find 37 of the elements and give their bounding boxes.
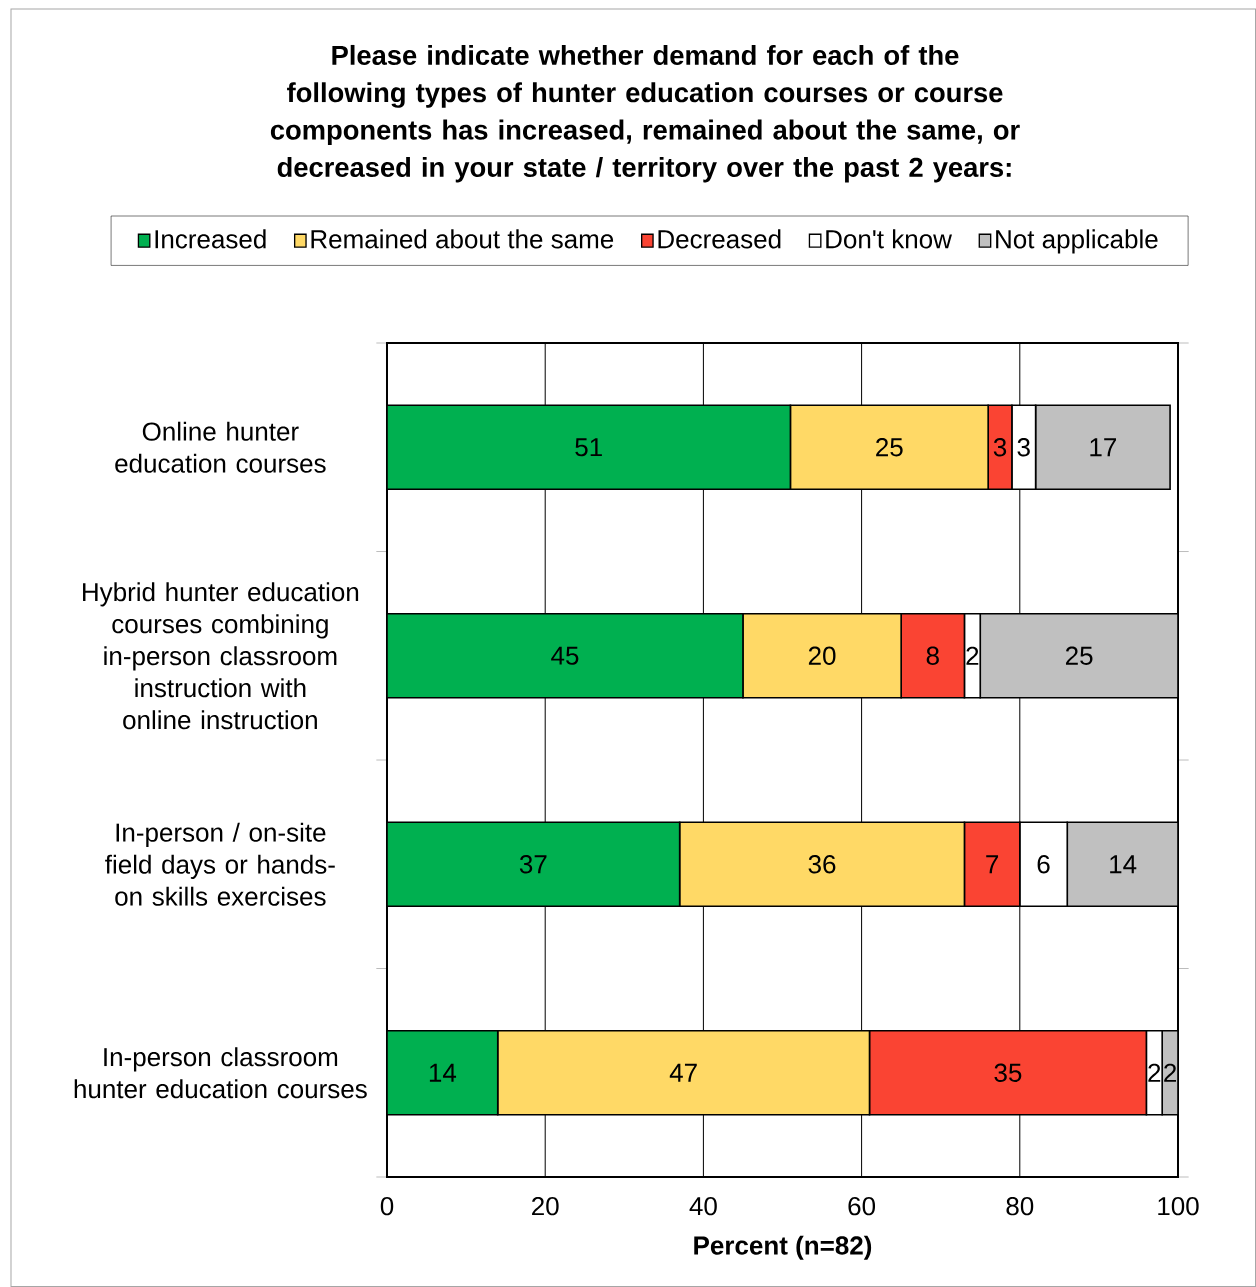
data-label: 2 xyxy=(1148,1063,1161,1082)
data-label: 36 xyxy=(808,855,836,874)
data-label: 17 xyxy=(1090,438,1117,457)
x-axis-title: Percent (n=82) xyxy=(694,1235,872,1260)
x-tick-label: 20 xyxy=(532,1196,559,1216)
legend-label: Remained about the same xyxy=(311,229,614,249)
chart-title: Please indicate whether demand for each of the following types of hunter education courses or course components has increased, remained about the same, or decreased in your state / territory over the past 2 years: xyxy=(270,44,1020,183)
data-label: 7 xyxy=(986,855,999,874)
x-tick-label: 0 xyxy=(380,1196,394,1216)
data-label: 14 xyxy=(1110,855,1137,874)
legend-label: Not applicable xyxy=(996,229,1158,254)
y-tick-label: Hybrid hunter education courses combining in-person classroom instruction with online instruction xyxy=(83,582,359,730)
data-label: 51 xyxy=(575,438,602,457)
x-tick-label: 60 xyxy=(848,1196,876,1216)
y-tick-label: In-person classroom hunter education courses xyxy=(74,1047,367,1099)
data-label: 47 xyxy=(669,1063,697,1082)
data-label: 6 xyxy=(1037,855,1050,874)
data-label: 3 xyxy=(1017,438,1030,457)
data-label: 20 xyxy=(808,646,836,665)
legend-label: Decreased xyxy=(658,229,781,249)
data-label: 37 xyxy=(519,855,547,874)
y-tick-label: In-person / on-site field days or hands-on skills exercises xyxy=(105,822,335,906)
x-tick-label: 100 xyxy=(1158,1196,1199,1216)
y-tick-label: Online hunter education courses xyxy=(115,421,326,473)
legend-label: Don't know xyxy=(826,229,952,249)
data-label: 8 xyxy=(926,646,939,665)
data-label: 25 xyxy=(1065,646,1093,665)
x-tick-label: 80 xyxy=(1006,1196,1034,1216)
data-label: 25 xyxy=(876,438,903,457)
data-label: 45 xyxy=(551,646,579,665)
data-label: 14 xyxy=(429,1063,457,1082)
data-label: 2 xyxy=(966,646,979,665)
data-label: 2 xyxy=(1164,1063,1177,1082)
legend-label: Increased xyxy=(155,229,266,249)
data-label: 3 xyxy=(993,438,1007,457)
x-tick-label: 40 xyxy=(689,1196,717,1216)
data-label: 35 xyxy=(994,1063,1022,1082)
